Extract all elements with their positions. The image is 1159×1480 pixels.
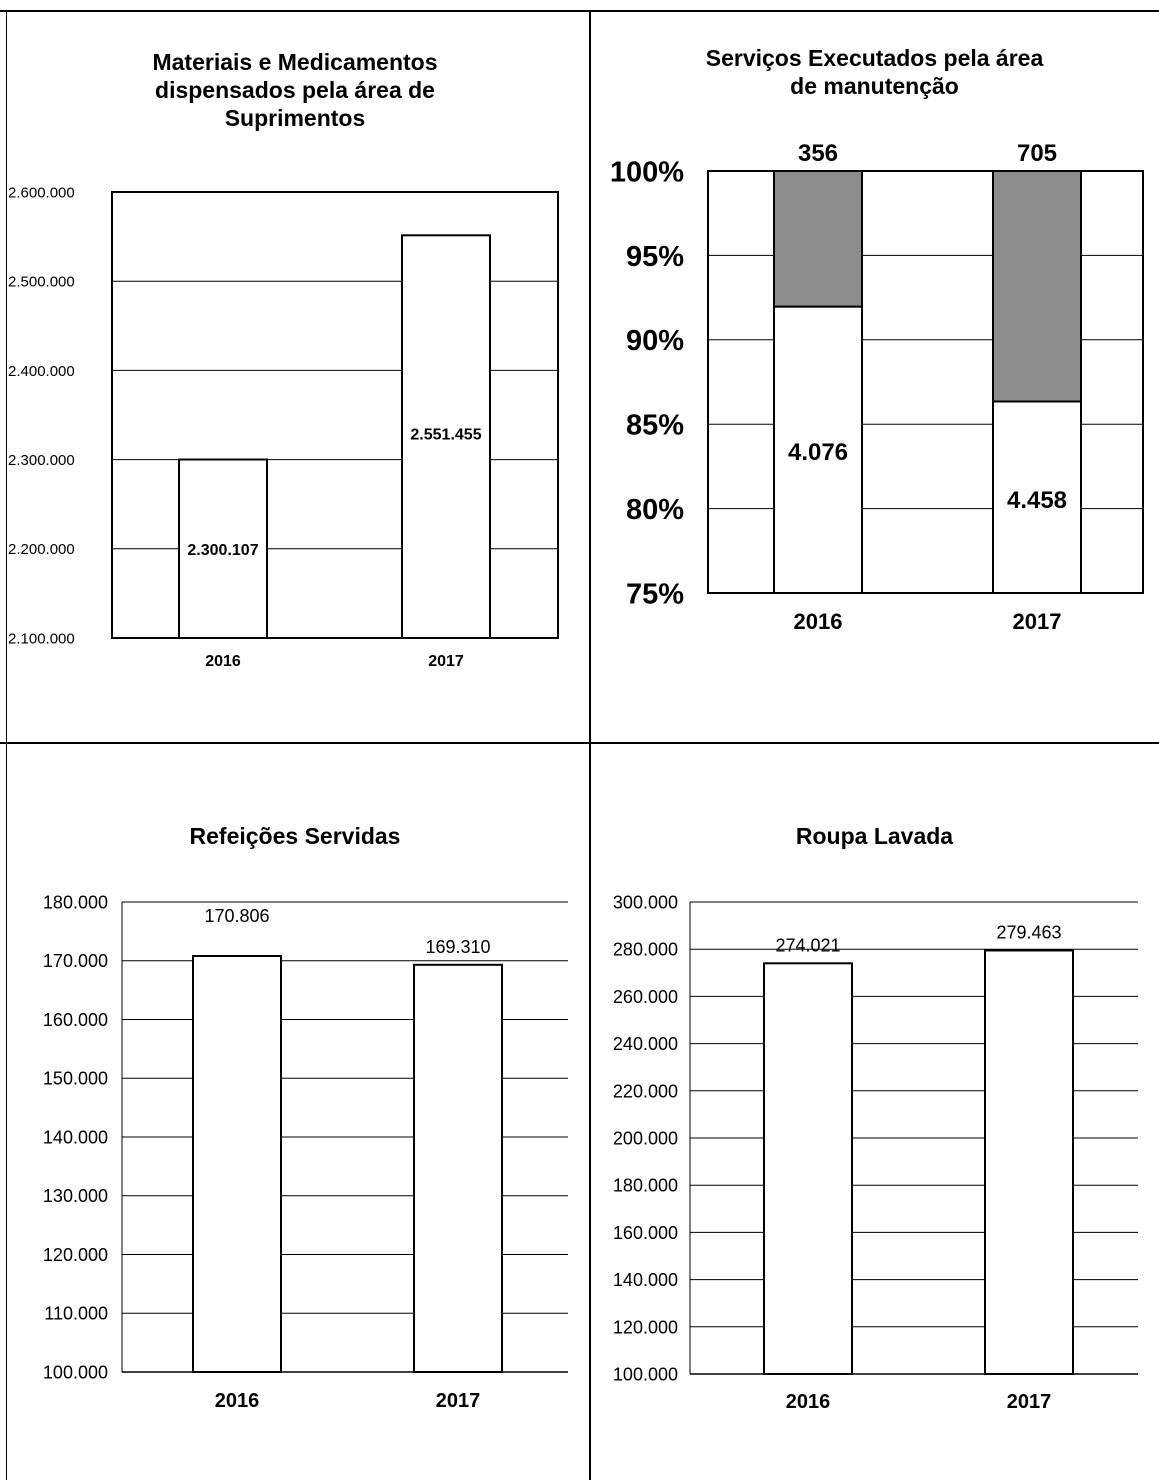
- bar: [192, 955, 282, 1374]
- y-tick-label: 85%: [626, 410, 684, 442]
- y-tick-label: 150.000: [43, 1069, 108, 1089]
- plot-area-border: [111, 191, 559, 639]
- chart-title-line: Suprimentos: [224, 105, 366, 132]
- chart-title-line: Roupa Lavada: [795, 823, 954, 849]
- data-label: 279.463: [996, 922, 1061, 942]
- chart-suprimentos: 2.100.000 2.200.000 2.300.000 2.400.000 2.50…: [8, 184, 559, 670]
- chart-title-line: Refeições Servidas: [189, 823, 401, 849]
- y-tick-label: 240.000: [613, 1034, 678, 1054]
- data-label: 705: [1017, 140, 1057, 167]
- y-tick-label: 130.000: [43, 1186, 108, 1206]
- y-tick-label: 300.000: [613, 892, 678, 912]
- x-tick-label: 2017: [436, 1390, 481, 1412]
- data-label: 4.076: [788, 439, 848, 466]
- y-tick-label: 180.000: [613, 1176, 678, 1196]
- data-label: 356: [798, 140, 838, 167]
- y-tick-label: 100.000: [613, 1364, 678, 1384]
- y-tick-label: 180.000: [43, 892, 108, 912]
- x-tick-label: 2016: [215, 1390, 260, 1412]
- data-label: 170.806: [204, 906, 269, 926]
- frame-middle-line: [589, 10, 591, 1480]
- panel-manutencao: Serviços Executados pela área de manuten…: [590, 0, 1159, 742]
- y-tick-label: 160.000: [43, 1010, 108, 1030]
- data-label: 274.021: [775, 935, 840, 955]
- chart-title: Serviços Executados pela área de manuten…: [590, 44, 1159, 100]
- panel-roupa: Roupa Lavada 100.000 120.000 140.000 160.00…: [590, 744, 1159, 1480]
- y-tick-label: 90%: [626, 325, 684, 357]
- frame-left-line: [6, 10, 7, 1480]
- y-tick-label: 120.000: [43, 1245, 108, 1265]
- y-tick-label: 260.000: [613, 987, 678, 1007]
- y-tick-label: 75%: [626, 578, 684, 610]
- y-tick-label: 2.300.000: [8, 452, 75, 469]
- plot-area-border: [707, 170, 1144, 594]
- chart-title-line: Serviços Executados pela área: [705, 45, 1044, 71]
- y-tick-label: 280.000: [613, 940, 678, 960]
- x-tick-label: 2017: [1013, 609, 1062, 634]
- bar-segment: [992, 400, 1082, 594]
- x-tick-label: 2016: [786, 1391, 831, 1413]
- y-tick-label: 170.000: [43, 951, 108, 971]
- bar-segment: [773, 170, 863, 308]
- frame-horizontal-divider: [0, 742, 1159, 744]
- frame-top-line: [0, 10, 1159, 12]
- panel-suprimentos: Materiais e Medicamentos dispensados pel…: [0, 0, 590, 742]
- bar: [178, 458, 268, 639]
- data-label: 2.551.455: [410, 427, 481, 444]
- x-tick-label: 2017: [428, 653, 464, 670]
- chart-title: Materiais e Medicamentos dispensados pel…: [0, 48, 590, 132]
- y-tick-label: 2.400.000: [8, 363, 75, 380]
- chart-manutencao: 75% 80% 85% 90% 95% 100% 356 4.076 2016 705 4.458 2…: [610, 140, 1144, 634]
- panel-refeicoes: Refeições Servidas 100.000 110.000 120.000…: [0, 744, 590, 1480]
- y-tick-label: 160.000: [613, 1223, 678, 1243]
- y-tick-label: 2.200.000: [8, 541, 75, 558]
- data-label: 4.458: [1007, 487, 1067, 514]
- chart-refeicoes: 100.000 110.000 120.000 130.000 140.000 150.0…: [43, 892, 568, 1412]
- y-tick-label: 120.000: [613, 1317, 678, 1337]
- bar: [413, 963, 503, 1374]
- chart-roupa: 100.000 120.000 140.000 160.000 180.000 200.0…: [613, 892, 1138, 1413]
- chart-title: Roupa Lavada: [590, 822, 1159, 850]
- bar: [984, 949, 1074, 1375]
- y-tick-label: 140.000: [613, 1270, 678, 1290]
- y-tick-label: 110.000: [44, 1304, 108, 1324]
- y-tick-label: 2.100.000: [8, 630, 75, 647]
- chart-title-line: dispensados pela área de: [155, 77, 435, 104]
- y-tick-label: 200.000: [613, 1128, 678, 1148]
- chart-title: Refeições Servidas: [0, 822, 590, 850]
- chart-title-line: Materiais e Medicamentos: [152, 49, 438, 75]
- y-tick-label: 140.000: [43, 1127, 108, 1147]
- bar-segment: [773, 305, 863, 594]
- chart-title-line: de manutenção: [790, 73, 959, 100]
- x-tick-label: 2016: [205, 653, 241, 670]
- bar: [763, 962, 853, 1376]
- bar-segment: [992, 170, 1082, 403]
- x-tick-label: 2017: [1007, 1391, 1052, 1413]
- y-tick-label: 100%: [610, 156, 684, 188]
- y-tick-label: 80%: [626, 494, 684, 526]
- y-tick-label: 2.500.000: [8, 274, 75, 291]
- y-tick-label: 100.000: [43, 1362, 108, 1382]
- y-tick-label: 2.600.000: [8, 184, 75, 201]
- y-tick-label: 95%: [626, 241, 684, 273]
- data-label: 2.300.107: [187, 542, 258, 559]
- data-label: 169.310: [425, 937, 490, 957]
- x-tick-label: 2016: [794, 609, 843, 634]
- y-tick-label: 220.000: [613, 1081, 678, 1101]
- bar: [401, 234, 491, 639]
